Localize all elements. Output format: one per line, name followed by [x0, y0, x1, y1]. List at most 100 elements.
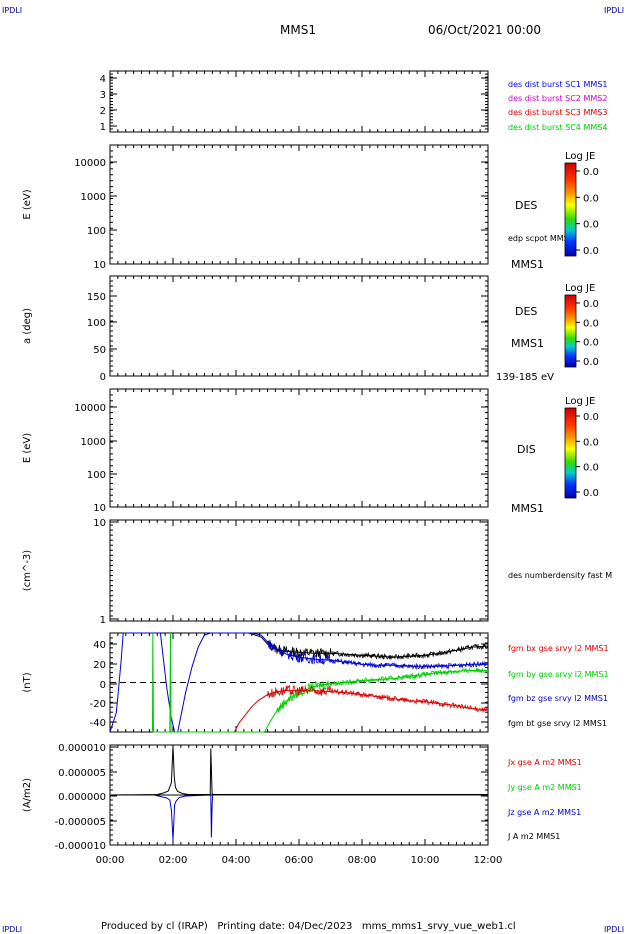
series-noise	[276, 666, 489, 714]
x-tick-label: 06:00	[285, 855, 314, 866]
footer-text: Produced by cl (IRAP) Printing date: 04/…	[101, 921, 516, 932]
colorbar	[564, 162, 577, 257]
y-tick-label: 50	[93, 345, 106, 356]
y-tick-label: 10	[93, 260, 106, 271]
panel-right-label: edp scpot MMS1	[508, 234, 574, 243]
corner-label-bottom-left: IPDLI	[2, 925, 22, 934]
y-tick-label: 4	[100, 74, 106, 85]
corner-label-bottom-right: IPDLI	[604, 925, 624, 934]
y-tick-label: 150	[87, 292, 106, 303]
panel-burst: 4 3 2 1 des dist burst SC1 MMS1 des dist burs…	[100, 70, 607, 133]
panel-right-label: DIS	[517, 443, 536, 456]
legend-entry: des dist burst SC4 MMS4	[508, 123, 607, 132]
series-noise	[267, 640, 489, 661]
x-tick-label: 04:00	[222, 855, 251, 866]
legend-entry: des dist burst SC3 MMS3	[508, 108, 607, 117]
panel-frame	[109, 519, 489, 622]
colorbar	[564, 407, 577, 499]
y-tick-label: 0	[100, 372, 106, 383]
panel-des-energy: 10000 1000 100 10 E (eV) DES edp scpot MMS1 MMS…	[22, 144, 599, 271]
colorbar-title: Log JE	[565, 396, 595, 407]
x-tick-label: 10:00	[411, 855, 440, 866]
y-tick-label: 0.000000	[58, 792, 106, 803]
legend-entry: Jz gse A m2 MMS1	[507, 808, 581, 817]
panel-pitch: 150 100 50 0 a (deg) DES MMS1 139-185 eV Log JE 0…	[22, 275, 599, 383]
x-tick-label: 08:00	[348, 855, 377, 866]
colorbar-tick-label: 0.0	[583, 299, 599, 310]
y-tick-label: 100	[87, 470, 106, 481]
legend-entry: fgm bt gse srvy l2 MMS1	[508, 719, 607, 728]
y-tick-label: -0.000010	[55, 841, 106, 852]
header-date: 06/Oct/2021 00:00	[428, 23, 541, 37]
y-tick-label: 0.000005	[58, 768, 106, 779]
colorbar-tick-label: 0.0	[583, 357, 599, 368]
y-tick-label: 1000	[81, 437, 106, 448]
colorbar-tick-label: 0.0	[583, 437, 599, 448]
legend-entry: fgm bx gse srvy l2 MMS1	[508, 644, 609, 653]
y-tick-label: 1	[100, 122, 106, 133]
y-axis-label: E (eV)	[22, 433, 33, 463]
y-axis-label: a (deg)	[22, 308, 33, 344]
colorbar-tick-label: 0.0	[583, 246, 599, 257]
colorbar-tick-label: 0.0	[583, 338, 599, 349]
colorbar-title: Log JE	[565, 151, 595, 162]
y-tick-label: 10	[93, 503, 106, 514]
corner-label-top-left: IPDLI	[2, 6, 22, 15]
legend-entry: des dist burst SC1 MMS1	[508, 80, 607, 89]
y-tick-label: -40	[90, 718, 106, 729]
panel-frame	[109, 388, 489, 508]
panel-dis-energy: 10000 1000 100 10 E (eV) DIS MMS1 Log JE 0.0 0.0 0…	[22, 388, 599, 515]
y-tick-label: 100	[87, 226, 106, 237]
y-axis-label: (cm^-3)	[22, 550, 33, 591]
y-tick-label: -0.000005	[55, 817, 106, 828]
panel-current: 0.000010 0.000005 0.000000 -0.000005 -0.0000…	[22, 743, 582, 866]
y-tick-label: 3	[100, 90, 106, 101]
colorbar-tick-label: 0.0	[583, 318, 599, 329]
colorbar-tick-label: 0.0	[583, 412, 599, 423]
panel-frame	[109, 144, 489, 265]
y-axis-label: (nT)	[22, 672, 33, 692]
panel-fgm: 40 20 0 -20 -40 (nT) fgm bx gse srvy l2 MMS1 fg…	[22, 632, 609, 733]
panel-frame	[109, 275, 489, 377]
y-tick-label: 0	[100, 680, 106, 691]
series-line	[109, 632, 488, 733]
series-line	[109, 745, 488, 796]
colorbar-tick-label: 0.0	[583, 193, 599, 204]
panels: 4 3 2 1 des dist burst SC1 MMS1 des dist burs…	[22, 70, 612, 866]
y-tick-label: -20	[90, 699, 106, 710]
y-tick-label: 10000	[74, 158, 106, 169]
legend-entry: Jy gse A m2 MMS1	[507, 783, 582, 792]
header-spacecraft: MMS1	[280, 23, 316, 37]
x-tick-label: 02:00	[159, 855, 188, 866]
colorbar-tick-label: 0.0	[583, 220, 599, 231]
legend-entry: Jx gse A m2 MMS1	[507, 758, 582, 767]
y-tick-label: 1000	[81, 192, 106, 203]
legend-entry: fgm by gse srvy l2 MMS1	[508, 670, 609, 679]
panel-right-label: MMS1	[511, 502, 544, 515]
colorbar-tick-label: 0.0	[583, 167, 599, 178]
y-tick-label: 10	[93, 518, 106, 529]
colorbar	[564, 294, 577, 368]
colorbar-title: Log JE	[565, 283, 595, 294]
y-tick-label: 2	[100, 106, 106, 117]
y-tick-label: 0.000010	[58, 743, 106, 754]
panel-density: 10 1 (cm^-3) des numberdensity fast M	[22, 518, 612, 626]
y-tick-label: 20	[93, 660, 106, 671]
legend-entry: des numberdensity fast M	[508, 571, 612, 580]
x-tick-label: 12:00	[474, 855, 503, 866]
y-axis-label: (A/m2)	[22, 778, 33, 812]
panel-right-label: MMS1	[511, 258, 544, 271]
panel-right-label: DES	[515, 199, 537, 212]
legend-entry: J A m2 MMS1	[507, 832, 560, 841]
series-noise	[267, 684, 489, 714]
series-line	[110, 794, 488, 841]
legend-entry: fgm bz gse srvy l2 MMS1	[508, 694, 608, 703]
panel-right-label: MMS1	[511, 337, 544, 350]
y-tick-label: 40	[93, 640, 106, 651]
y-axis-label: E (eV)	[22, 189, 33, 219]
panel-right-label: 139-185 eV	[496, 372, 554, 383]
y-tick-label: 10000	[74, 403, 106, 414]
series-noise	[267, 639, 489, 671]
corner-label-top-right: IPDLI	[604, 6, 624, 15]
